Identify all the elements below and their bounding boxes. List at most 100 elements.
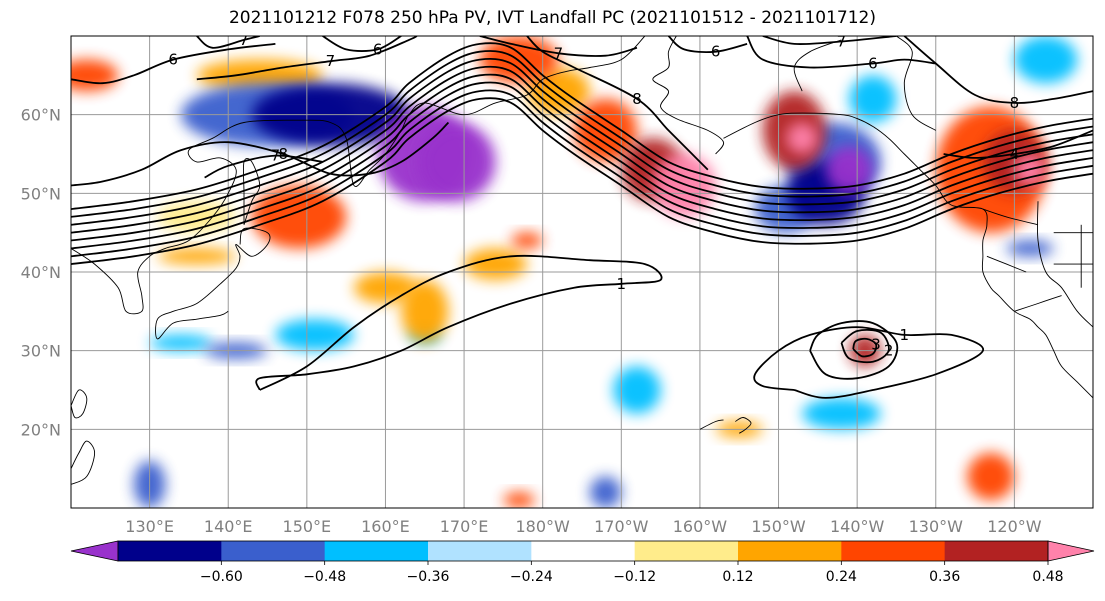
ivt-contour-14 — [71, 89, 1093, 258]
ivt-contour-4 — [196, 36, 418, 81]
ivt-contour-label-4: 7 — [326, 52, 336, 70]
coastline-1 — [652, 36, 725, 155]
coastline-6 — [71, 440, 96, 485]
ivt-contour-10 — [526, 36, 709, 171]
ivt-contour-label-1: 6 — [711, 43, 721, 61]
ivt-contour-label-24: 2 — [884, 342, 894, 360]
coastline-13 — [1014, 295, 1062, 312]
lat-tick-label-3: 50°N — [21, 184, 61, 203]
colorbar-segment-3 — [428, 541, 532, 561]
coastline-2 — [723, 112, 1093, 399]
coastline-5 — [71, 389, 88, 419]
ivt-contour-18 — [71, 57, 1093, 226]
ivt-contour-label-7: 7 — [837, 33, 847, 51]
colorbar-tick-label-3: −0.24 — [510, 569, 553, 585]
colorbar-tick-label-2: −0.36 — [407, 569, 450, 585]
lon-tick-label-10: 130°W — [909, 517, 964, 536]
lon-tick-label-1: 140°E — [204, 517, 253, 536]
colorbar-tick-label-4: −0.12 — [613, 569, 656, 585]
pv-anomaly-4 — [849, 75, 897, 123]
colorbar-tick-label-8: 0.48 — [1032, 569, 1063, 585]
lat-tick-label-2: 40°N — [21, 263, 61, 282]
ivt-contour-19 — [71, 50, 1093, 218]
ivt-contour-label-2: 6 — [868, 55, 878, 73]
pv-anomaly-21 — [967, 452, 1015, 501]
ivt-contour-label-6: 7 — [554, 44, 564, 62]
colorbar-segment-0 — [118, 541, 222, 561]
ivt-contour-17 — [71, 65, 1093, 234]
ivt-contour-label-22: 1 — [900, 326, 910, 344]
ivt-contour-label-9: 7 — [271, 147, 281, 165]
ivt-contour-24 — [840, 328, 890, 364]
pv-anomaly-6 — [401, 279, 449, 343]
colorbar-frame — [117, 540, 1049, 562]
colorbar-tick-label-0: −0.60 — [200, 569, 243, 585]
lon-tick-label-4: 170°E — [440, 517, 489, 536]
colorbar-tick-label-5: 0.12 — [722, 569, 753, 585]
ivt-contour-20 — [71, 42, 1093, 210]
colorbar-segment-4 — [531, 541, 636, 561]
pv-anomaly-14 — [149, 334, 213, 351]
ivt-contour-25 — [852, 337, 878, 358]
map-frame — [70, 35, 1094, 509]
colorbar-tick-label-7: 0.36 — [929, 569, 960, 585]
colorbar-segment-8 — [944, 541, 1049, 561]
ivt-contour-23 — [809, 320, 899, 380]
map-title: 2021101212 F078 250 hPa PV, IVT Landfall… — [228, 8, 876, 28]
pv-anomaly-7 — [275, 319, 355, 351]
colorbar-segment-5 — [634, 541, 739, 561]
colorbar-segment-7 — [841, 541, 946, 561]
pv-anomaly-8 — [802, 397, 881, 430]
lon-tick-label-5: 180°W — [516, 517, 571, 536]
pv-anomaly-1 — [157, 248, 237, 265]
lon-tick-label-8: 150°W — [751, 517, 806, 536]
lat-tick-label-4: 60°N — [21, 106, 61, 125]
colorbar-extend-high — [1047, 540, 1095, 562]
ivt-contour-label-5: 6 — [373, 40, 383, 58]
ivt-contour-label-12: 4 — [1010, 145, 1020, 163]
coastline-10 — [793, 39, 842, 92]
pv-anomaly-15 — [511, 232, 543, 249]
ivt-contour-0 — [71, 43, 276, 85]
ivt-contour-15 — [71, 81, 1093, 250]
pv-anomaly-20 — [71, 59, 119, 92]
ivt-contour-label-0: 6 — [168, 51, 178, 69]
pv-anomaly-16 — [503, 492, 535, 508]
lon-tick-label-0: 130°E — [125, 517, 174, 536]
pv-anomaly-23 — [589, 476, 622, 508]
lat-tick-label-0: 20°N — [21, 420, 61, 439]
pv-anomaly-19 — [1006, 240, 1054, 257]
ivt-contour-3 — [196, 36, 260, 49]
ivt-contour-6 — [479, 36, 638, 57]
coastline-3 — [155, 227, 271, 340]
lon-tick-label-7: 160°W — [673, 517, 728, 536]
pv-anomaly-38 — [825, 146, 873, 194]
colorbar-segment-1 — [221, 541, 326, 561]
coastline-11 — [982, 208, 1039, 226]
coastline-8 — [699, 419, 724, 430]
ivt-contour-11 — [903, 36, 1093, 104]
lon-tick-label-9: 140°W — [830, 517, 885, 536]
coastlines — [71, 36, 1093, 485]
ivt-contour-5 — [322, 36, 402, 52]
ivt-contour-label-25: 3 — [871, 335, 881, 353]
ivt-contour-1 — [667, 36, 748, 54]
pv-anomaly-39 — [786, 122, 818, 154]
coastline-14 — [1036, 201, 1093, 328]
axis-tick-labels: 130°E 140°E 150°E 160°E 170°E 180°W 170°W 160°W… — [21, 106, 1042, 536]
ivt-contour-16 — [71, 73, 1093, 242]
pv-anomaly-10 — [613, 366, 661, 414]
ivt-contour-9 — [204, 154, 323, 179]
ivt-contour-7 — [762, 36, 897, 46]
lat-tick-label-1: 30°N — [21, 342, 61, 361]
pv-anomaly-41 — [416, 122, 496, 202]
colorbar-tick-label-1: −0.48 — [303, 569, 346, 585]
ivt-contour-label-21: 1 — [617, 275, 627, 293]
colorbar-tick-label-6: 0.24 — [826, 569, 857, 585]
ivt-contour-8 — [71, 121, 450, 187]
lon-tick-label-3: 160°E — [361, 517, 410, 536]
ivt-contour-label-10: 8 — [632, 90, 642, 108]
lon-tick-label-6: 170°W — [594, 517, 649, 536]
coastline-12 — [986, 255, 1027, 273]
